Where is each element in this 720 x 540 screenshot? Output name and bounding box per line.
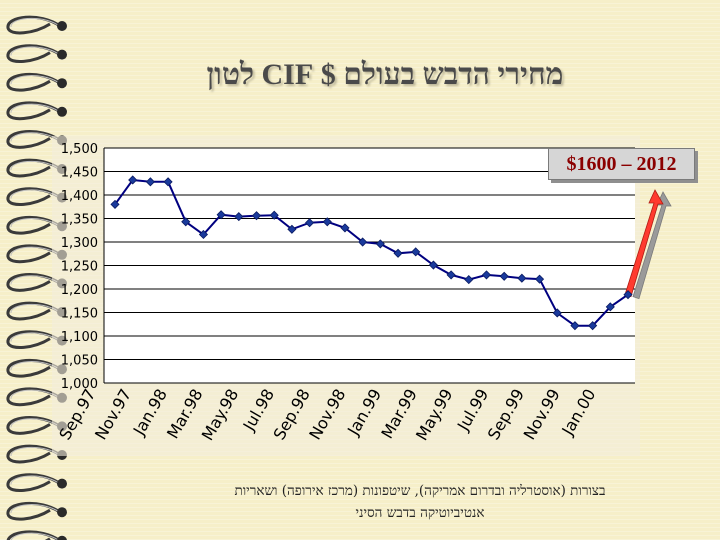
y-tick-label: 1,150: [61, 307, 98, 322]
binder-ring: [6, 473, 67, 492]
y-tick-label: 1,350: [61, 213, 98, 228]
y-tick-label: 1,250: [61, 260, 98, 275]
data-point: [198, 229, 209, 240]
data-point: [145, 177, 155, 187]
price-up-arrow: [624, 189, 672, 300]
data-point: [358, 237, 368, 247]
data-point: [251, 211, 262, 221]
data-point: [340, 223, 350, 233]
data-point: [128, 175, 138, 185]
data-point: [287, 224, 297, 234]
arrow-body: [624, 189, 664, 298]
data-point: [110, 199, 120, 209]
chart-title: מחירי הדבש בעולם $ CIF לטון: [206, 58, 564, 91]
binder-ring: [6, 72, 67, 92]
data-point: [428, 260, 438, 270]
data-point: [464, 275, 474, 285]
footnote: בצורות (אוסטרליה ובדרום אמריקה), שיטפונו…: [150, 480, 690, 524]
data-point: [375, 239, 385, 249]
series-line: [114, 178, 629, 327]
data-point: [446, 270, 456, 280]
y-tick-label: 1,000: [61, 377, 98, 392]
y-tick-label: 1,400: [61, 189, 98, 204]
footnote-line-2: אנטיביוטיקה בדבש הסיני: [355, 505, 485, 521]
y-tick-label: 1,100: [61, 330, 98, 345]
y-tick-label: 1,200: [61, 283, 98, 298]
y-tick-label: 1,300: [61, 236, 98, 251]
data-point: [234, 212, 244, 222]
data-point: [534, 274, 545, 284]
data-point: [216, 210, 226, 220]
data-point: [499, 271, 509, 281]
binder-ring: [6, 501, 67, 521]
binder-ring: [6, 15, 67, 35]
data-point: [393, 248, 403, 258]
y-tick-label: 1,450: [61, 166, 98, 181]
data-point: [570, 321, 580, 331]
data-point: [623, 290, 633, 300]
data-point: [481, 270, 492, 280]
gridlines: [104, 147, 635, 384]
data-point: [305, 218, 315, 228]
binder-ring: [6, 101, 67, 121]
price-callout: $1600 – 2012: [548, 148, 695, 180]
y-axis-tick-labels: 1,000 1,050 1,100 1,150 1,200 1,250 1,300 1,350…: [61, 142, 98, 392]
data-point: [552, 308, 562, 318]
data-point: [181, 217, 191, 227]
y-tick-label: 1,500: [61, 142, 98, 157]
footnote-line-1: בצורות (אוסטרליה ובדרום אמריקה), שיטפונו…: [234, 483, 606, 499]
data-point: [411, 247, 421, 257]
binder-ring: [6, 44, 67, 63]
data-point: [588, 321, 598, 331]
data-point: [322, 217, 332, 227]
y-tick-label: 1,050: [61, 354, 98, 369]
data-point: [163, 177, 173, 187]
data-point: [517, 273, 527, 283]
arrow-shadow: [632, 191, 672, 300]
data-markers: [110, 175, 633, 331]
data-point: [605, 302, 615, 312]
data-point: [269, 210, 279, 220]
